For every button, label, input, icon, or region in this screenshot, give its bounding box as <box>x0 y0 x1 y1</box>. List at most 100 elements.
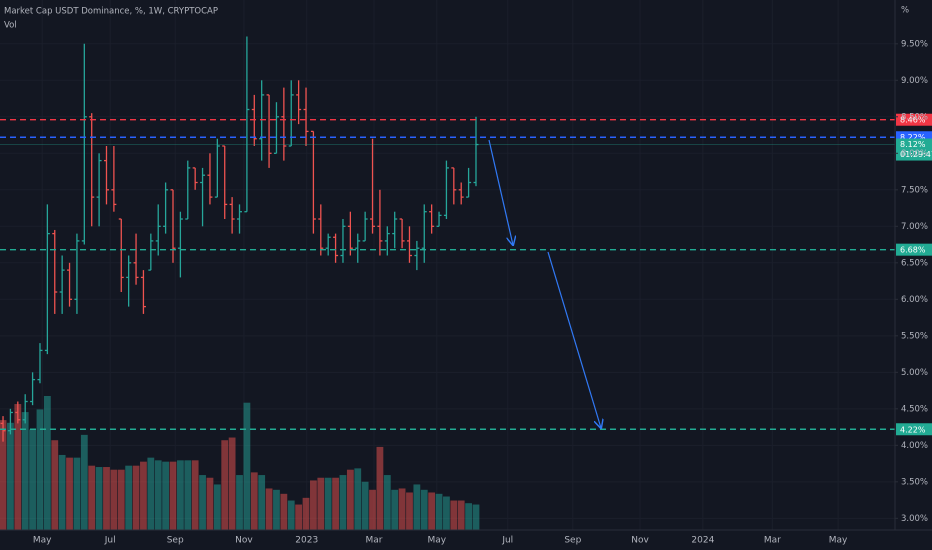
arrow <box>488 139 513 245</box>
unit-label: % <box>901 6 909 16</box>
volume-bar <box>88 465 96 530</box>
y-tick-label: 8.00% <box>901 149 928 159</box>
volume-bar <box>228 437 236 530</box>
axes: 3.00% 3.50% 4.00% 4.50% 5.00% 5.50% 6.00% 6.50%… <box>33 39 928 545</box>
volume-bar <box>103 467 110 530</box>
volume-bar <box>169 461 177 530</box>
y-tick-label: 5.50% <box>901 331 928 341</box>
volume-label: Vol <box>4 21 17 31</box>
volume-bar <box>443 496 450 530</box>
y-tick-label: 3.50% <box>901 477 928 487</box>
y-tick-label: 6.50% <box>901 258 928 268</box>
volume-bar <box>273 489 280 530</box>
x-tick-label: May <box>428 536 447 546</box>
x-tick-label: Sep <box>167 536 184 546</box>
volume-bar <box>154 460 162 530</box>
level-tag <box>896 113 932 126</box>
volume-bar <box>213 484 221 530</box>
y-tick-label: 7.00% <box>901 222 928 232</box>
x-tick-label: 2023 <box>295 536 318 546</box>
volume-bar <box>29 429 36 530</box>
volume-bar <box>428 492 436 530</box>
volume-bar <box>147 457 155 530</box>
volume-bar <box>280 493 288 530</box>
volume-bar <box>125 465 133 530</box>
volume-bar <box>265 488 273 530</box>
volume-bar <box>221 440 229 530</box>
volume-bar <box>324 477 332 530</box>
volume-bar <box>332 477 339 530</box>
volume-bar <box>258 475 266 530</box>
level-label: 4.22% <box>900 425 926 434</box>
volume-bar <box>191 460 199 530</box>
volume-bar <box>450 500 458 530</box>
volume-bar <box>435 493 443 530</box>
volume-bar <box>250 472 258 530</box>
level-label: 8.46% <box>900 116 926 125</box>
volume-bar <box>58 454 66 530</box>
volume-bar <box>413 484 421 530</box>
volume-bar <box>406 492 413 530</box>
volume-bar <box>51 440 59 530</box>
volume-bar <box>140 461 147 530</box>
volume-bar <box>287 500 295 530</box>
level-tag <box>896 423 932 436</box>
volume-bar <box>457 500 465 530</box>
volume-bar <box>36 409 44 530</box>
levels: 8.46% 8.22% 6.68% 4.22% 8.12%01:29:47 <box>0 113 932 436</box>
x-tick-label: 2024 <box>691 536 714 546</box>
volume-pane <box>0 396 480 530</box>
x-tick-label: Nov <box>235 536 253 546</box>
volume-bar <box>361 481 369 530</box>
volume-bar <box>243 402 251 530</box>
volume-bar <box>383 475 391 530</box>
x-tick-label: Jul <box>501 536 513 546</box>
volume-bar <box>317 477 325 530</box>
volume-bar <box>206 477 214 530</box>
volume-bar <box>354 468 362 530</box>
level-tag <box>896 243 932 256</box>
x-tick-label: Mar <box>764 536 781 546</box>
level-label: 6.68% <box>900 246 926 255</box>
countdown: 01:29:47 <box>900 150 932 159</box>
volume-bar <box>302 497 310 530</box>
volume-bar <box>420 489 428 530</box>
x-tick-label: May <box>33 536 52 546</box>
volume-bar <box>236 475 243 530</box>
y-tick-label: 6.00% <box>901 295 928 305</box>
volume-bar <box>176 460 184 530</box>
chart-title: Market Cap USDT Dominance, %, 1W, CRYPTO… <box>4 7 218 17</box>
level-label: 8.22% <box>900 133 926 142</box>
last-price-label: 8.12% <box>900 140 926 149</box>
grid <box>0 0 895 530</box>
volume-bar <box>66 457 73 530</box>
price-bars <box>0 36 479 442</box>
last-price-tag <box>896 138 932 161</box>
volume-bar <box>295 504 303 530</box>
volume-bar <box>465 503 472 530</box>
y-tick-label: 9.00% <box>901 76 928 86</box>
volume-bar <box>162 461 170 530</box>
volume-bar <box>7 422 14 530</box>
y-tick-label: 9.50% <box>901 39 928 49</box>
volume-bar <box>110 469 118 530</box>
volume-bar <box>117 469 125 530</box>
volume-bar <box>376 446 384 530</box>
y-tick-label: 4.50% <box>901 404 928 414</box>
volume-bar <box>21 412 29 530</box>
volume-bar <box>95 467 103 530</box>
x-tick-label: Sep <box>564 536 581 546</box>
volume-bar <box>184 460 192 530</box>
volume-bar <box>80 434 88 530</box>
volume-bar <box>369 489 376 530</box>
y-tick-label: 5.00% <box>901 368 928 378</box>
volume-bar <box>339 475 347 530</box>
y-tick-label: 4.00% <box>901 441 928 451</box>
volume-bar <box>0 420 7 530</box>
volume-bar <box>43 396 51 530</box>
volume-bar <box>391 489 399 530</box>
volume-bar <box>132 465 140 530</box>
x-tick-label: Jul <box>104 536 116 546</box>
volume-bar <box>346 469 354 530</box>
